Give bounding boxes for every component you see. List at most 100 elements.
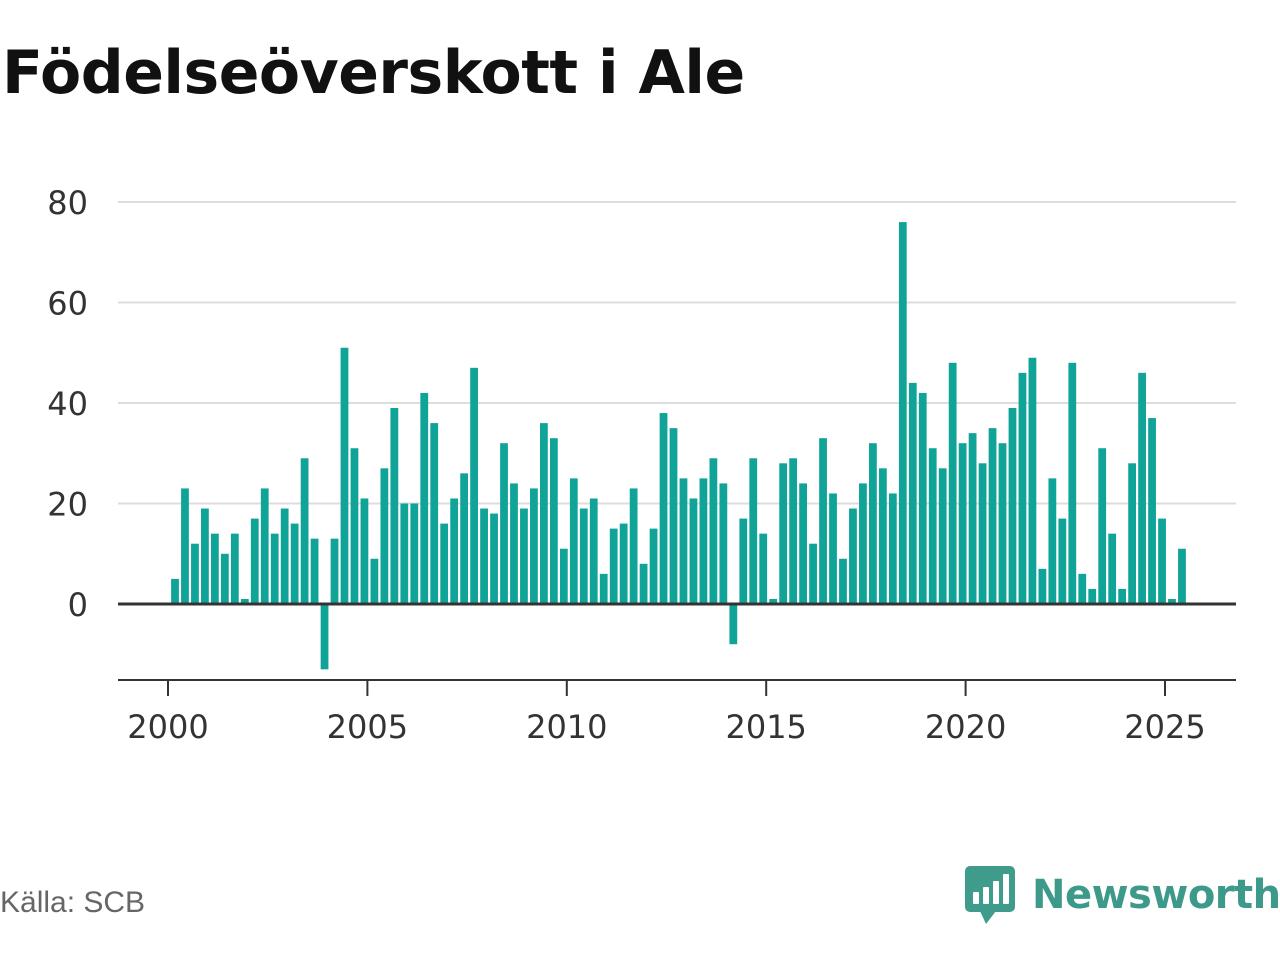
- bar-2000Q2: [181, 488, 189, 604]
- bar-2023Q2: [1098, 448, 1107, 604]
- y-tick-label: 60: [47, 285, 88, 323]
- bar-2014Q1: [729, 604, 738, 645]
- x-tick-label: 2000: [127, 708, 208, 746]
- bar-2009Q3: [549, 438, 558, 604]
- bar-2000Q3: [191, 543, 199, 604]
- bar-2019Q2: [938, 468, 947, 604]
- bar-2015Q3: [789, 458, 798, 604]
- bar-2024Q3: [1148, 418, 1156, 604]
- bar-2008Q1: [490, 513, 498, 604]
- bar-2015Q4: [799, 483, 807, 604]
- bar-2013Q4: [719, 483, 728, 604]
- bar-2002Q1: [250, 518, 259, 604]
- bar-2025Q1: [1168, 598, 1176, 604]
- chat-bubble-bar-chart-icon: [965, 866, 1015, 924]
- bar-2008Q2: [500, 443, 508, 604]
- bar-2021Q1: [1008, 408, 1017, 604]
- bar-2020Q4: [998, 443, 1007, 604]
- bar-2005Q1: [370, 558, 379, 604]
- bar-2014Q4: [759, 533, 768, 604]
- bar-2011Q4: [639, 563, 648, 604]
- bar-2002Q4: [280, 508, 289, 604]
- bar-2001Q4: [240, 598, 249, 604]
- bar-2019Q1: [928, 448, 937, 604]
- bar-2010Q1: [569, 478, 578, 605]
- bar-2001Q1: [210, 533, 219, 604]
- bar-2012Q3: [669, 428, 678, 605]
- bar-2013Q2: [699, 478, 708, 605]
- bar-2018Q3: [908, 382, 917, 604]
- bar-2004Q3: [350, 448, 359, 604]
- bar-2021Q2: [1018, 372, 1027, 604]
- bar-2009Q2: [540, 423, 548, 604]
- bar-2016Q3: [829, 493, 837, 604]
- bar-2001Q3: [230, 533, 239, 604]
- bar-2013Q3: [709, 458, 718, 604]
- bar-2017Q1: [849, 508, 857, 604]
- bar-2000Q1: [171, 578, 179, 605]
- bar-2010Q2: [579, 508, 588, 604]
- bar-2003Q3: [310, 538, 319, 604]
- x-axis-ticks: 2000 2005 2010 2015 2020 2025: [127, 680, 1206, 746]
- bar-2016Q2: [819, 438, 827, 604]
- bar-2020Q3: [988, 428, 997, 605]
- bar-2003Q1: [290, 523, 299, 604]
- brand-name: Newsworthy: [1032, 872, 1280, 918]
- y-tick-label: 80: [47, 184, 88, 222]
- bar-2017Q2: [859, 483, 867, 604]
- x-tick-label: 2025: [1124, 708, 1205, 746]
- bar-2018Q4: [918, 392, 927, 604]
- bar-2006Q2: [420, 392, 429, 604]
- bar-2008Q3: [510, 483, 518, 604]
- bar-2013Q1: [689, 498, 698, 604]
- bar-2002Q2: [260, 488, 269, 604]
- bar-2022Q3: [1068, 362, 1077, 604]
- bar-2014Q3: [749, 458, 758, 604]
- bar-2003Q2: [300, 458, 309, 604]
- bar-2014Q2: [739, 518, 748, 604]
- bar-2022Q2: [1058, 518, 1067, 604]
- bar-2021Q3: [1028, 357, 1037, 604]
- bar-2021Q4: [1038, 568, 1047, 604]
- bar-2024Q4: [1158, 518, 1166, 604]
- bar-2024Q1: [1128, 463, 1137, 604]
- bar-2006Q4: [440, 523, 449, 604]
- bar-2005Q4: [400, 503, 409, 604]
- x-tick-label: 2010: [526, 708, 607, 746]
- x-tick-label: 2015: [725, 708, 806, 746]
- bar-2007Q4: [480, 508, 488, 604]
- y-tick-label: 40: [47, 385, 88, 423]
- source-note: Källa: SCB: [0, 886, 146, 919]
- bar-2010Q4: [599, 573, 608, 604]
- bar-2023Q1: [1088, 588, 1097, 604]
- bar-2006Q3: [430, 423, 439, 604]
- bar-2025Q2: [1178, 548, 1186, 604]
- bar-2007Q1: [450, 498, 459, 604]
- bar-2006Q1: [410, 503, 419, 604]
- bar-2019Q3: [948, 362, 957, 604]
- bar-2024Q2: [1138, 372, 1146, 604]
- bar-2004Q4: [360, 498, 369, 604]
- bar-2015Q1: [769, 598, 778, 604]
- bar-2022Q1: [1048, 478, 1057, 605]
- y-axis-ticks: 0 20 40 60 80: [47, 184, 88, 624]
- bar-2000Q4: [201, 508, 209, 604]
- x-tick-label: 2005: [327, 708, 408, 746]
- bar-2007Q2: [460, 473, 469, 604]
- bar-2012Q1: [649, 528, 658, 605]
- bar-2004Q2: [340, 347, 349, 604]
- bar-2022Q4: [1078, 573, 1087, 604]
- brand-logo[interactable]: Newsworthy: [964, 864, 1280, 926]
- bar-2009Q1: [530, 488, 538, 604]
- bar-2005Q2: [380, 468, 389, 604]
- bar-2020Q1: [968, 433, 977, 604]
- bar-2019Q4: [958, 443, 967, 604]
- bar-2018Q1: [888, 493, 897, 604]
- y-tick-label: 0: [68, 586, 88, 624]
- bar-2012Q4: [679, 478, 688, 605]
- bar-2017Q3: [869, 443, 877, 604]
- bar-2023Q3: [1108, 533, 1117, 604]
- x-tick-label: 2020: [925, 708, 1006, 746]
- bar-2012Q2: [659, 413, 668, 604]
